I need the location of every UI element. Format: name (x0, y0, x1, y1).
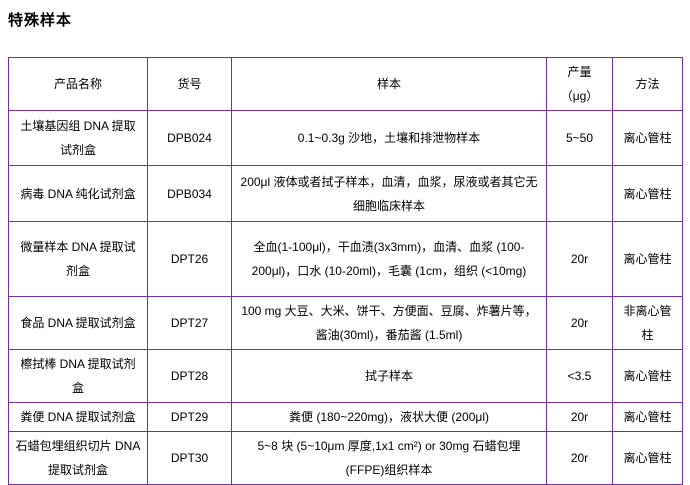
catalog-number-cell: DPT30 (147, 431, 232, 485)
sample-cell: 200μl 液体或者拭子样本，血清，血浆，尿液或者其它无细胞临床样本 (231, 165, 547, 222)
sample-cell: 0.1~0.3g 沙地，土壤和排泄物样本 (231, 110, 547, 166)
table-row: 粪便 DNA 提取试剂盒 DPT29 粪便 (180~220mg)，液状大便 (… (8, 402, 683, 432)
catalog-number-cell: DPT29 (147, 402, 232, 432)
yield-cell: 20r (546, 296, 613, 350)
yield-cell: <3.5 (546, 349, 613, 403)
sample-cell: 全血(1-100μl)，干血渍(3x3mm)，血清、血浆 (100-200μl)… (231, 221, 547, 297)
sample-cell: 拭子样本 (231, 349, 547, 403)
yield-cell: 5~50 (546, 110, 613, 166)
table-header: 产品名称 货号 样本 产量 （μg） 方法 (8, 57, 683, 111)
method-cell: 离心管柱 (612, 165, 683, 222)
product-name-cell: 石蜡包埋组织切片 DNA 提取试剂盒 (8, 431, 148, 485)
col-header-sample: 样本 (231, 57, 547, 111)
table-row: 微量样本 DNA 提取试剂盒 DPT26 全血(1-100μl)，干血渍(3x3… (8, 221, 683, 297)
page-title: 特殊样本 (8, 12, 73, 29)
table-row: 土壤基因组 DNA 提取试剂盒 DPB024 0.1~0.3g 沙地，土壤和排泄… (8, 110, 683, 166)
table-row: 檫拭棒 DNA 提取试剂盒 DPT28 拭子样本 <3.5 离心管柱 (8, 349, 683, 403)
catalog-number-cell: DPT28 (147, 349, 232, 403)
yield-cell: 20r (546, 402, 613, 432)
catalog-number-cell: DPB024 (147, 110, 232, 166)
yield-cell (546, 165, 613, 222)
table-body: 土壤基因组 DNA 提取试剂盒 DPB024 0.1~0.3g 沙地，土壤和排泄… (8, 110, 683, 485)
yield-cell: 20r (546, 431, 613, 485)
product-name-cell: 病毒 DNA 纯化试剂盒 (8, 165, 148, 222)
sample-cell: 100 mg 大豆、大米、饼干、方便面、豆腐、炸薯片等，酱油(30ml)，番茄酱… (231, 296, 547, 350)
sample-cell: 粪便 (180~220mg)，液状大便 (200μl) (231, 402, 547, 432)
col-header-method: 方法 (612, 57, 683, 111)
product-name-cell: 土壤基因组 DNA 提取试剂盒 (8, 110, 148, 166)
product-name-cell: 微量样本 DNA 提取试剂盒 (8, 221, 148, 297)
product-name-cell: 檫拭棒 DNA 提取试剂盒 (8, 349, 148, 403)
table-row: 食品 DNA 提取试剂盒 DPT27 100 mg 大豆、大米、饼干、方便面、豆… (8, 296, 683, 350)
product-name-cell: 粪便 DNA 提取试剂盒 (8, 402, 148, 432)
catalog-number-cell: DPT27 (147, 296, 232, 350)
col-header-yield: 产量 （μg） (546, 57, 613, 111)
products-table: 产品名称 货号 样本 产量 （μg） 方法 土壤基因组 DNA 提取试剂盒 DP… (8, 57, 683, 485)
method-cell: 非离心管柱 (612, 296, 683, 350)
catalog-number-cell: DPB034 (147, 165, 232, 222)
method-cell: 离心管柱 (612, 110, 683, 166)
catalog-number-cell: DPT26 (147, 221, 232, 297)
sample-cell: 5~8 块 (5~10μm 厚度,1x1 cm²) or 30mg 石蜡包埋 (… (231, 431, 547, 485)
col-header-product: 产品名称 (8, 57, 148, 111)
header-row: 产品名称 货号 样本 产量 （μg） 方法 (8, 57, 683, 111)
yield-cell: 20r (546, 221, 613, 297)
col-header-catalog: 货号 (147, 57, 232, 111)
table-row: 病毒 DNA 纯化试剂盒 DPB034 200μl 液体或者拭子样本，血清，血浆… (8, 165, 683, 222)
method-cell: 离心管柱 (612, 402, 683, 432)
table-row: 石蜡包埋组织切片 DNA 提取试剂盒 DPT30 5~8 块 (5~10μm 厚… (8, 431, 683, 485)
method-cell: 离心管柱 (612, 349, 683, 403)
method-cell: 离心管柱 (612, 431, 683, 485)
method-cell: 离心管柱 (612, 221, 683, 297)
product-name-cell: 食品 DNA 提取试剂盒 (8, 296, 148, 350)
